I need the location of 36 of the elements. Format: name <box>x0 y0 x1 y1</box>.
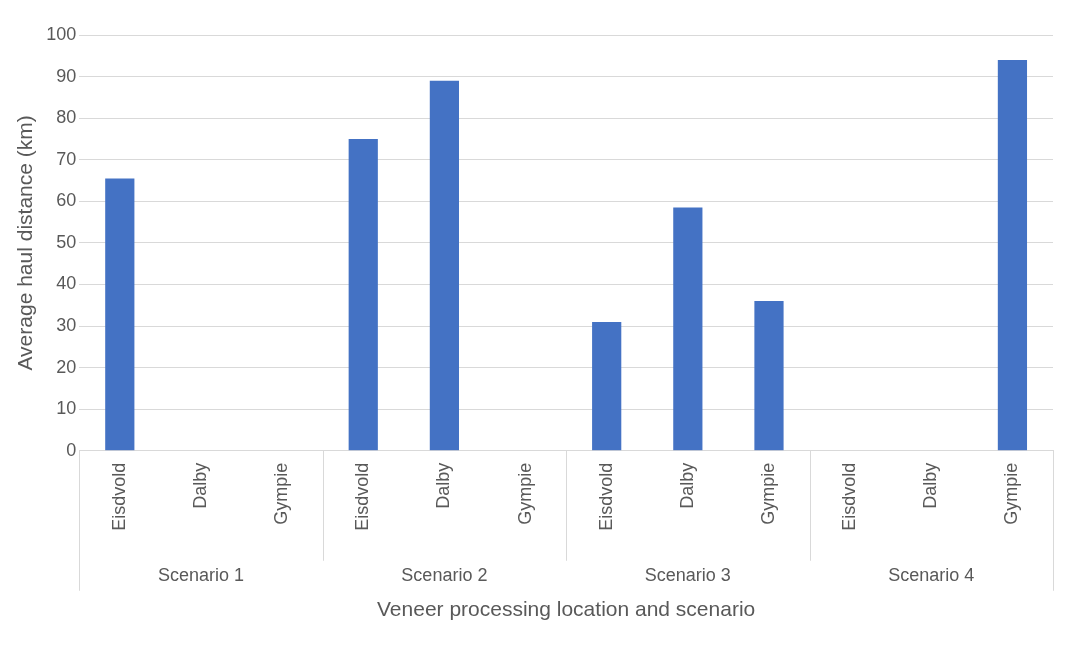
bar <box>105 178 135 451</box>
x-tick-label: Gympie <box>757 462 778 525</box>
bar <box>592 321 622 451</box>
y-tick-label: 30 <box>56 315 77 335</box>
x-tick-label: Dalby <box>189 462 210 509</box>
bar <box>997 59 1028 451</box>
text: Scenario 1 <box>157 564 244 585</box>
text: Scenario 2 <box>401 564 488 585</box>
y-tick-label: 0 <box>66 439 77 460</box>
x-tick-label: Gympie <box>271 462 292 525</box>
y-tick-label: 40 <box>56 273 77 294</box>
y-tick-label: 70 <box>56 148 77 169</box>
bar <box>429 80 459 451</box>
y-tick-label: 80 <box>56 107 77 128</box>
x-tick-label: Eisdvold <box>352 462 373 531</box>
bar <box>673 207 703 451</box>
x-tick-label: Eisdvold <box>839 462 860 531</box>
y-tick-label: 60 <box>56 190 77 211</box>
x-tick-label: Dalby <box>433 462 454 509</box>
x-tick-label: Gympie <box>1001 462 1022 525</box>
x-tick-label: Dalby <box>920 462 941 509</box>
y-tick-label: 50 <box>56 231 77 252</box>
text: Scenario 3 <box>644 564 731 585</box>
y-tick-label: 100 <box>46 23 77 44</box>
y-tick-label: 90 <box>56 65 77 86</box>
x-tick-label: Eisdvold <box>108 462 129 531</box>
bar <box>754 301 784 451</box>
x-tick-label: Dalby <box>676 462 697 509</box>
x-axis-title: Veneer processing location and scenario <box>376 597 756 621</box>
y-tick-label: 10 <box>56 398 77 419</box>
x-tick-label: Gympie <box>514 462 535 525</box>
x-tick-label: Eisdvold <box>595 462 616 531</box>
bar <box>348 138 378 451</box>
y-tick-label: 20 <box>56 356 77 377</box>
text: Scenario 4 <box>888 564 975 585</box>
y-axis-title: Average haul distance (km) <box>13 115 37 371</box>
